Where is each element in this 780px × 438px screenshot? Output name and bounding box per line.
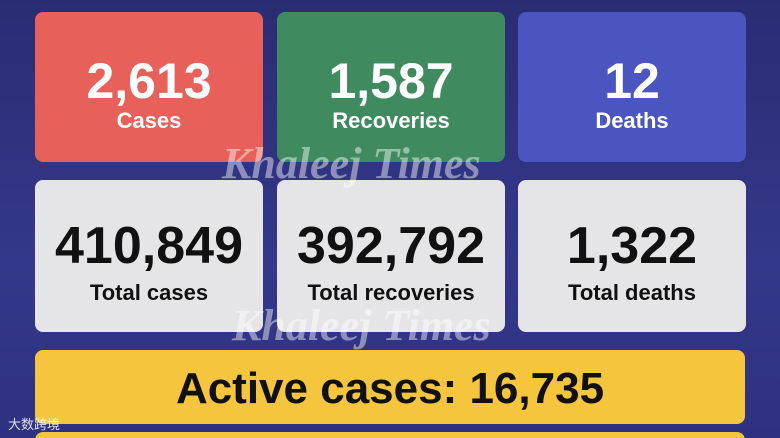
card-value: 1,587 <box>328 53 454 109</box>
card-value: 1,322 <box>566 217 698 275</box>
card-label: Total deaths <box>568 280 696 305</box>
card-value: 392,792 <box>297 217 485 275</box>
card: 1,587 Recoveries <box>277 12 505 162</box>
card: 410,849 Total cases <box>35 180 263 332</box>
watermark: Khaleej Times <box>232 301 491 350</box>
active-text: Active cases: 16,735 <box>175 364 605 413</box>
watermark: Khaleej Times <box>222 139 481 188</box>
active-banner: Active cases: 16,735 <box>35 350 745 424</box>
banner-edge <box>35 432 745 438</box>
card-value: 12 <box>604 53 660 109</box>
card-value: 410,849 <box>55 217 243 275</box>
card: 12 Deaths <box>518 12 746 162</box>
card: 392,792 Total recoveries <box>277 180 505 332</box>
card-label: Total recoveries <box>307 280 475 305</box>
logo: 大数跨境 <box>8 417 61 432</box>
card-label: Total cases <box>89 280 209 305</box>
card: 1,322 Total deaths <box>518 180 746 332</box>
card-value: 2,613 <box>86 53 212 109</box>
card: 2,613 Cases <box>35 12 263 162</box>
card-label: Recoveries <box>332 108 450 133</box>
card-label: Deaths <box>595 108 669 133</box>
card-label: Cases <box>116 108 182 133</box>
